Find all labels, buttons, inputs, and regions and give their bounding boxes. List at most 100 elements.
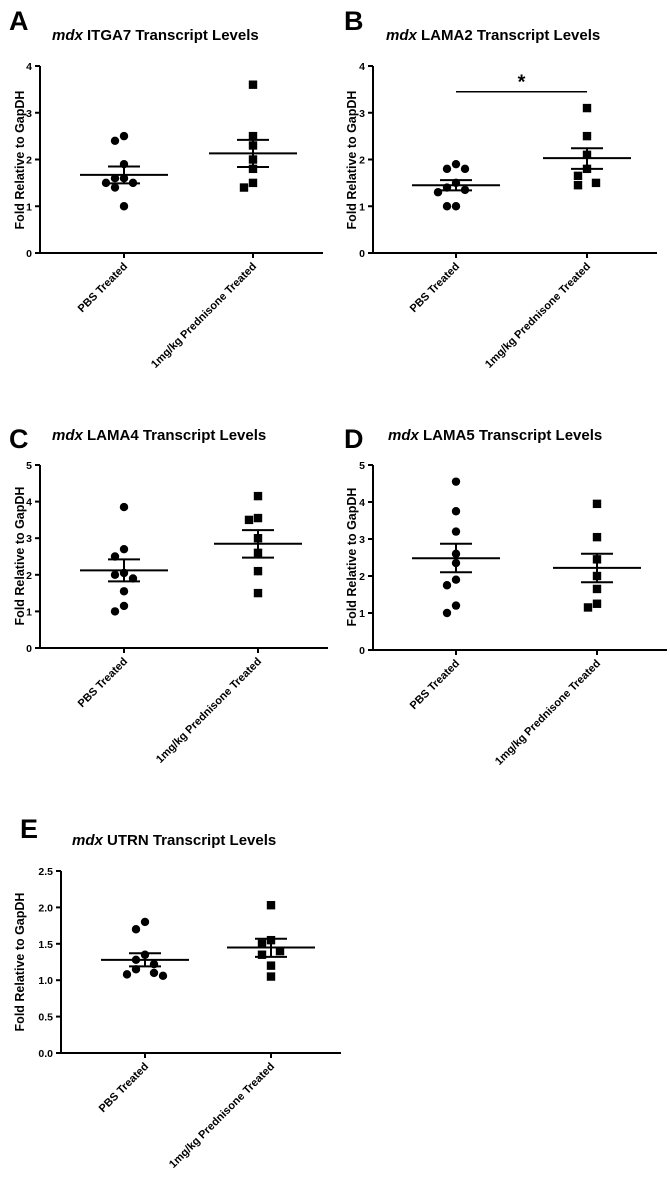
- data-point-circle: [442, 202, 452, 211]
- y-tick-label: 2.0: [38, 902, 53, 914]
- panel-letter: C: [9, 424, 29, 454]
- data-point-circle: [158, 971, 168, 981]
- data-point-square: [275, 946, 285, 956]
- data-point-circle: [119, 202, 129, 211]
- x-tick-label: PBS Treated: [408, 261, 462, 315]
- data-point-circle: [442, 164, 452, 174]
- y-axis-label: Fold Relative to GapDH: [13, 487, 27, 626]
- data-point-square: [592, 499, 602, 509]
- data-point-circle: [140, 917, 150, 927]
- data-point-square: [583, 603, 593, 612]
- data-point-circle: [442, 581, 452, 590]
- y-axis-label: Fold Relative to GapDH: [345, 488, 359, 627]
- x-tick-label: PBS Treated: [97, 1061, 151, 1115]
- data-point-square: [266, 901, 276, 910]
- data-point-square: [573, 181, 583, 190]
- y-tick-label: 1.0: [38, 975, 53, 987]
- data-point-circle: [451, 601, 461, 610]
- y-axis-label: Fold Relative to GapDH: [13, 893, 27, 1032]
- data-point-circle: [442, 608, 452, 618]
- y-tick-label: 4: [26, 497, 32, 509]
- data-point-square: [253, 566, 263, 576]
- data-point-square: [239, 183, 249, 192]
- data-point-circle: [119, 601, 129, 611]
- data-point-circle: [451, 202, 461, 211]
- chart-title: mdx UTRN Transcript Levels: [72, 832, 276, 849]
- data-point-circle: [460, 164, 470, 174]
- data-point-circle: [110, 570, 120, 579]
- data-point-circle: [451, 507, 461, 516]
- chart-title: mdx LAMA2 Transcript Levels: [386, 27, 600, 44]
- data-point-circle: [119, 587, 129, 596]
- data-point-circle: [119, 502, 129, 512]
- x-tick-label: PBS Treated: [76, 261, 130, 315]
- y-tick-label: 0.0: [38, 1048, 53, 1060]
- data-point-square: [257, 939, 267, 948]
- y-tick-label: 2: [26, 570, 32, 582]
- y-tick-label: 3: [26, 108, 32, 120]
- y-tick-label: 0: [26, 643, 32, 655]
- data-point-square: [582, 103, 592, 113]
- data-point-square: [248, 164, 258, 174]
- y-tick-label: 4: [359, 61, 365, 73]
- data-point-square: [592, 584, 602, 594]
- x-tick-label: 1mg/kg Prednisone Treated: [154, 656, 264, 766]
- data-point-circle: [110, 136, 120, 145]
- data-point-square: [253, 588, 263, 598]
- data-point-square: [248, 80, 258, 89]
- data-point-square: [592, 599, 602, 608]
- data-point-circle: [131, 925, 141, 934]
- y-tick-label: 0: [26, 248, 32, 260]
- y-tick-label: 2: [26, 155, 32, 167]
- y-tick-label: 0.5: [38, 1012, 53, 1024]
- chart-title: mdx ITGA7 Transcript Levels: [52, 27, 259, 44]
- data-point-square: [248, 178, 258, 188]
- y-tick-label: 3: [359, 534, 365, 546]
- y-tick-label: 2: [359, 571, 365, 583]
- data-point-square: [266, 972, 276, 981]
- data-point-circle: [119, 131, 129, 141]
- y-tick-label: 1.5: [38, 939, 53, 951]
- chart-title: mdx LAMA5 Transcript Levels: [388, 427, 602, 444]
- data-point-square: [248, 131, 258, 141]
- data-point-circle: [149, 968, 159, 978]
- y-tick-label: 1: [359, 201, 365, 213]
- data-point-circle: [110, 174, 120, 183]
- data-point-circle: [110, 607, 120, 616]
- x-tick-label: 1mg/kg Prednisone Treated: [483, 261, 593, 371]
- data-point-square: [257, 950, 267, 959]
- y-tick-label: 0: [359, 248, 365, 260]
- panel-letter: D: [344, 424, 364, 454]
- data-point-square: [266, 961, 276, 970]
- x-tick-label: 1mg/kg Prednisone Treated: [149, 261, 259, 371]
- data-point-square: [244, 515, 254, 525]
- y-tick-label: 0: [359, 645, 365, 657]
- data-point-circle: [451, 477, 461, 486]
- y-tick-label: 3: [26, 533, 32, 545]
- y-tick-label: 4: [26, 61, 32, 73]
- panel-letter: A: [9, 6, 29, 36]
- panel-letter: E: [20, 814, 38, 844]
- data-point-circle: [451, 575, 461, 584]
- data-point-circle: [451, 527, 461, 536]
- data-point-circle: [122, 970, 132, 979]
- significance-star: *: [518, 72, 526, 94]
- y-tick-label: 5: [26, 460, 32, 472]
- y-tick-label: 2: [359, 155, 365, 167]
- x-tick-label: 1mg/kg Prednisone Treated: [167, 1061, 277, 1171]
- y-tick-label: 5: [359, 460, 365, 472]
- x-tick-label: 1mg/kg Prednisone Treated: [493, 658, 603, 768]
- chart-title: mdx LAMA4 Transcript Levels: [52, 427, 266, 444]
- y-tick-label: 1: [26, 606, 32, 618]
- y-tick-label: 2.5: [38, 866, 53, 878]
- data-point-circle: [119, 544, 129, 554]
- data-point-square: [253, 491, 263, 501]
- data-point-circle: [101, 178, 111, 188]
- y-axis-label: Fold Relative to GapDH: [345, 91, 359, 230]
- y-tick-label: 1: [359, 608, 365, 620]
- data-point-square: [591, 178, 601, 188]
